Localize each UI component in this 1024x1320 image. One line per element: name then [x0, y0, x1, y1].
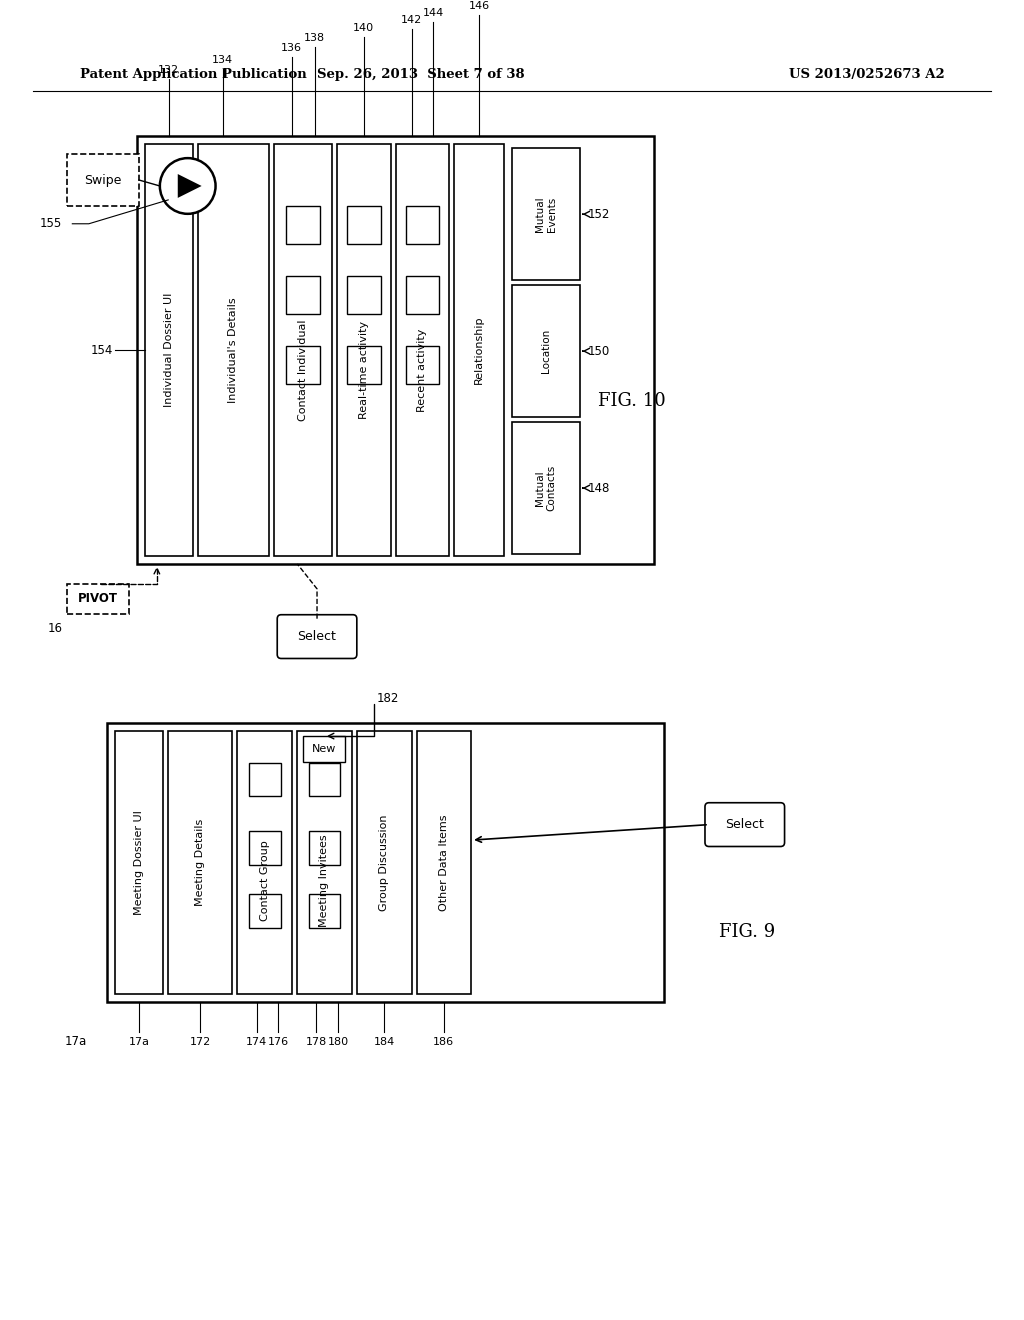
Text: 17a: 17a — [65, 1035, 87, 1048]
Text: PIVOT: PIVOT — [78, 593, 118, 606]
Bar — [308, 763, 340, 796]
Text: Patent Application Publication: Patent Application Publication — [80, 69, 307, 81]
Bar — [406, 206, 439, 244]
Bar — [249, 894, 281, 928]
Text: 17a: 17a — [128, 1038, 150, 1048]
Bar — [347, 206, 381, 244]
Bar — [395, 144, 450, 556]
Bar — [286, 346, 321, 384]
Bar — [417, 731, 471, 994]
Bar — [274, 144, 332, 556]
Polygon shape — [178, 174, 202, 198]
Text: 176: 176 — [268, 1038, 289, 1048]
Bar — [137, 136, 654, 564]
Text: 148: 148 — [588, 482, 610, 495]
Text: 154: 154 — [90, 343, 113, 356]
Bar — [406, 276, 439, 314]
Text: 140: 140 — [353, 22, 375, 33]
Text: 132: 132 — [159, 65, 179, 74]
FancyBboxPatch shape — [705, 803, 784, 846]
Bar — [198, 144, 269, 556]
Text: Meeting Dossier UI: Meeting Dossier UI — [134, 810, 144, 915]
Text: Meeting Invitees: Meeting Invitees — [319, 834, 330, 927]
Text: 178: 178 — [305, 1038, 327, 1048]
Text: 182: 182 — [377, 692, 399, 705]
Bar — [308, 830, 340, 865]
Text: 174: 174 — [246, 1038, 267, 1048]
Text: Contact Individual: Contact Individual — [298, 319, 308, 421]
Text: Location: Location — [541, 329, 551, 374]
Text: 155: 155 — [40, 218, 62, 230]
Text: Mutual
Contacts: Mutual Contacts — [535, 465, 557, 511]
Text: Select: Select — [725, 818, 764, 832]
Text: Select: Select — [298, 630, 337, 643]
Text: Meeting Details: Meeting Details — [196, 818, 205, 906]
Bar — [308, 894, 340, 928]
Text: Group Discussion: Group Discussion — [379, 814, 389, 911]
Bar — [337, 144, 390, 556]
Text: 146: 146 — [469, 1, 489, 11]
Text: Real-time activity: Real-time activity — [358, 321, 369, 418]
Text: 184: 184 — [374, 1038, 395, 1048]
Text: Contact Group: Contact Group — [260, 840, 269, 920]
Text: Swipe: Swipe — [84, 173, 122, 186]
Bar — [303, 737, 345, 762]
Text: FIG. 9: FIG. 9 — [719, 923, 775, 941]
Bar — [145, 144, 193, 556]
Text: 134: 134 — [212, 54, 233, 65]
Bar — [356, 731, 412, 994]
Text: Individual Dossier UI: Individual Dossier UI — [164, 293, 174, 408]
FancyBboxPatch shape — [278, 615, 356, 659]
Bar — [347, 346, 381, 384]
Bar — [68, 583, 129, 614]
Text: 186: 186 — [433, 1038, 455, 1048]
Text: FIG. 10: FIG. 10 — [598, 392, 666, 411]
Text: 150: 150 — [588, 345, 610, 358]
Bar — [249, 830, 281, 865]
Text: 152: 152 — [588, 207, 610, 220]
Text: 142: 142 — [401, 15, 422, 25]
Text: Sep. 26, 2013  Sheet 7 of 38: Sep. 26, 2013 Sheet 7 of 38 — [316, 69, 524, 81]
Bar — [406, 346, 439, 384]
Text: 172: 172 — [189, 1038, 211, 1048]
Text: 136: 136 — [281, 42, 302, 53]
Text: 16: 16 — [47, 622, 62, 635]
Text: 180: 180 — [328, 1038, 349, 1048]
Bar — [238, 731, 292, 994]
Bar — [286, 276, 321, 314]
Bar — [512, 285, 580, 417]
Bar — [249, 763, 281, 796]
Bar — [168, 731, 232, 994]
Text: Individual's Details: Individual's Details — [228, 297, 239, 403]
Text: 138: 138 — [304, 33, 326, 42]
Bar — [68, 154, 139, 206]
Bar — [286, 206, 321, 244]
Text: Recent activity: Recent activity — [418, 329, 427, 412]
Bar — [512, 148, 580, 280]
Text: Mutual
Events: Mutual Events — [535, 197, 557, 232]
Bar — [297, 731, 352, 994]
Bar — [115, 731, 163, 994]
Text: Relationship: Relationship — [474, 315, 484, 384]
Circle shape — [160, 158, 216, 214]
Text: US 2013/0252673 A2: US 2013/0252673 A2 — [788, 69, 944, 81]
Text: Other Data Items: Other Data Items — [439, 814, 449, 911]
Text: New: New — [311, 744, 336, 754]
Text: 144: 144 — [423, 8, 443, 18]
Bar — [455, 144, 504, 556]
Bar — [108, 723, 665, 1002]
Bar — [347, 276, 381, 314]
Bar — [512, 422, 580, 554]
